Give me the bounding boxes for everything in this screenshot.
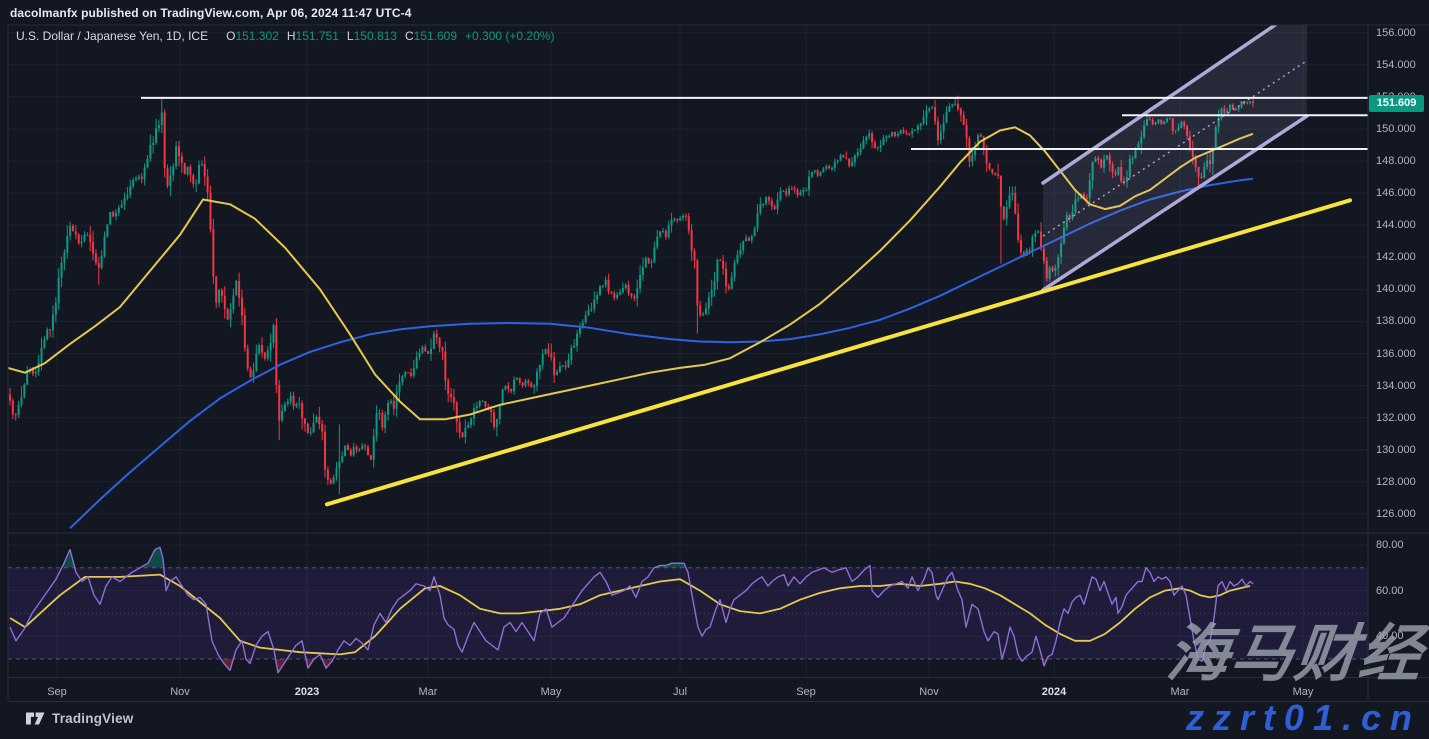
price-axis-label: 150.000 <box>1376 122 1416 135</box>
price-axis-label: 156.000 <box>1376 26 1416 39</box>
price-axis-label: 142.000 <box>1376 251 1416 264</box>
time-axis-label: Sep <box>47 686 67 698</box>
time-axis-label: May <box>1292 686 1314 698</box>
symbol-title: U.S. Dollar / Japanese Yen, 1D, ICE <box>16 29 209 43</box>
price-axis-label: 130.000 <box>1376 443 1416 456</box>
open-value: 151.302 <box>235 29 279 43</box>
low-label: L <box>346 29 354 43</box>
close-value: 151.609 <box>413 29 458 43</box>
price-axis-label: 154.000 <box>1376 58 1416 71</box>
open-label: O <box>226 29 236 43</box>
rsi-axis-label: 80.00 <box>1376 539 1404 551</box>
price-axis-label: 140.000 <box>1376 283 1416 296</box>
price-axis-label: 146.000 <box>1376 187 1416 200</box>
time-axis-label: 2023 <box>294 686 320 698</box>
time-axis-label: Mar <box>418 686 438 698</box>
publisher-bar: dacolmanfx published on TradingView.com,… <box>0 0 1429 25</box>
symbol-legend[interactable]: U.S. Dollar / Japanese Yen, 1D, ICE O151.… <box>16 29 554 43</box>
time-axis-label: Sep <box>796 686 816 698</box>
rsi-axis-label: 60.00 <box>1376 584 1404 597</box>
price-axis-label: 138.000 <box>1376 315 1416 328</box>
watermark-cjk: 海马财经 <box>1163 620 1427 689</box>
last-price-value: 151.609 <box>1376 97 1417 110</box>
publisher-text: dacolmanfx published on TradingView.com,… <box>10 5 412 20</box>
close-label: C <box>404 29 414 43</box>
low-value: 150.813 <box>353 29 397 43</box>
time-axis-label: May <box>540 686 562 698</box>
high-value: 151.751 <box>295 29 339 43</box>
price-axis-label: 126.000 <box>1376 507 1416 520</box>
price-axis-label: 128.000 <box>1376 475 1416 488</box>
time-axis-label: Mar <box>1170 686 1190 698</box>
watermark-url: zzrt01.cn <box>1185 697 1421 738</box>
tradingview-brand-text: TradingView <box>52 711 134 726</box>
time-axis-label: 2024 <box>1041 686 1067 698</box>
time-axis-label: Nov <box>919 686 939 698</box>
tradingview-logo-link[interactable]: TradingView <box>26 711 133 726</box>
high-label: H <box>286 29 296 43</box>
price-axis-label: 148.000 <box>1376 155 1416 168</box>
price-axis-label: 144.000 <box>1376 219 1416 232</box>
price-axis-label: 134.000 <box>1376 379 1416 392</box>
change-value: +0.300 (+0.20%) <box>465 29 555 43</box>
price-axis-label: 132.000 <box>1376 411 1416 424</box>
time-axis-label: Nov <box>170 686 190 698</box>
last-price-badge: 151.609 <box>1369 94 1424 112</box>
tradingview-icon <box>26 712 45 725</box>
time-axis-label: Jul <box>672 686 688 698</box>
rsi-axis-label: 40.00 <box>1376 630 1404 643</box>
price-axis-label: 136.000 <box>1376 347 1416 360</box>
